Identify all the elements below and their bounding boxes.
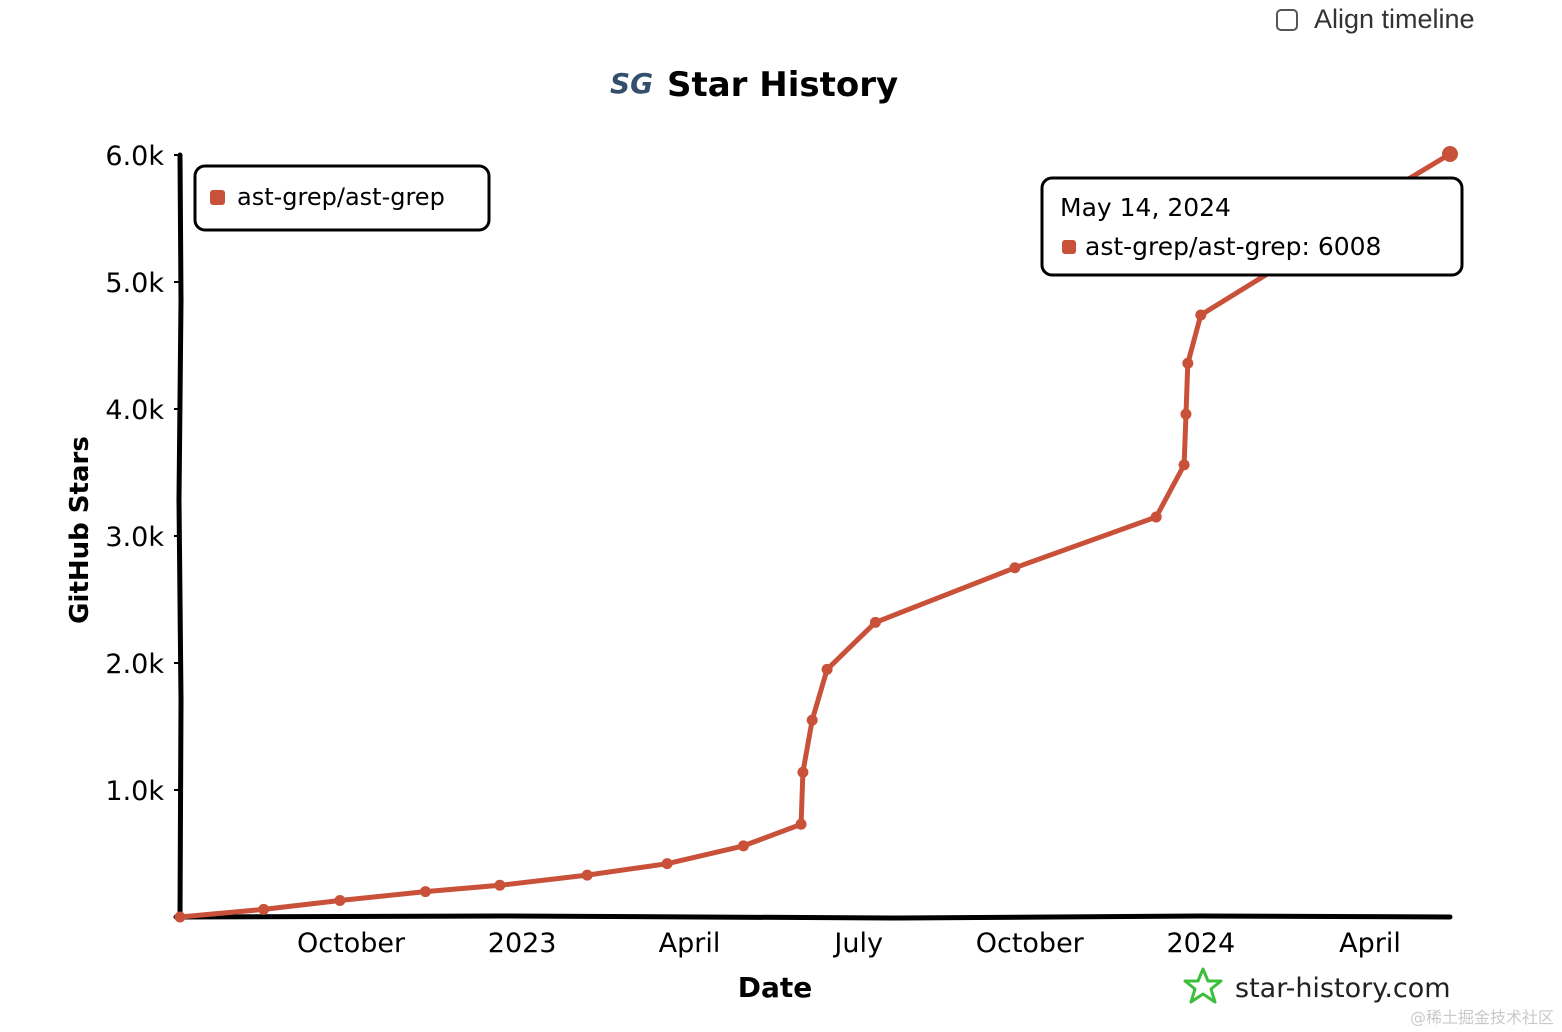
chart-title: Star History (667, 65, 898, 105)
x-axis-ticks: October 2023 April July October 2024 April (297, 928, 1401, 959)
data-point[interactable] (797, 766, 809, 778)
y-tick-label: 3.0k (105, 522, 164, 553)
y-axis-line (176, 152, 184, 920)
y-axis-ticks: 1.0k 2.0k 3.0k 4.0k 5.0k 6.0k (105, 141, 180, 807)
data-point[interactable] (494, 879, 506, 891)
data-point[interactable] (334, 894, 346, 906)
legend-series-label: ast-grep/ast-grep (237, 183, 445, 211)
tooltip-date: May 14, 2024 (1060, 193, 1231, 222)
y-tick-label: 1.0k (105, 776, 164, 807)
data-point[interactable] (806, 714, 818, 726)
align-timeline-checkbox[interactable] (1276, 8, 1298, 31)
x-tick-label: July (832, 928, 883, 959)
data-point[interactable] (821, 663, 833, 675)
data-point[interactable] (1009, 562, 1021, 574)
chart-tooltip: May 14, 2024 ast-grep/ast-grep: 6008 (1040, 176, 1464, 277)
align-timeline-label: Align timeline (1314, 4, 1475, 34)
data-point[interactable] (419, 886, 431, 898)
series-line (177, 151, 1453, 920)
data-point[interactable] (1178, 459, 1190, 471)
data-point[interactable] (737, 840, 749, 852)
tooltip-box (1040, 176, 1464, 277)
data-point[interactable] (661, 858, 673, 870)
data-point[interactable] (1442, 145, 1458, 162)
data-point[interactable] (1195, 309, 1207, 321)
y-axis-label: GitHub Stars (65, 436, 95, 624)
y-tick-label: 2.0k (105, 649, 164, 680)
data-point[interactable] (1150, 511, 1162, 523)
data-point[interactable] (869, 616, 881, 628)
data-point[interactable] (581, 869, 593, 881)
star-history-logo: SG (610, 67, 653, 100)
data-point[interactable] (258, 903, 270, 915)
x-axis-line (173, 913, 1453, 921)
x-tick-label: October (976, 928, 1085, 959)
y-tick-label: 6.0k (105, 141, 164, 172)
data-point[interactable] (174, 911, 186, 923)
chart-legend: ast-grep/ast-grep (193, 164, 491, 232)
watermark: @稀土掘金技术社区 (1409, 1008, 1554, 1027)
data-point[interactable] (1182, 357, 1194, 369)
star-history-star-icon (1183, 967, 1223, 1004)
data-point[interactable] (1180, 408, 1192, 420)
x-tick-label: 2023 (488, 928, 557, 959)
tooltip-series-value: ast-grep/ast-grep: 6008 (1085, 232, 1381, 261)
legend-swatch (210, 190, 225, 205)
x-axis-label: Date (738, 971, 813, 1004)
star-history-brand-text: star-history.com (1235, 973, 1451, 1004)
y-tick-label: 5.0k (105, 268, 164, 299)
align-timeline-toggle[interactable]: Align timeline (1276, 4, 1475, 35)
x-tick-label: 2024 (1166, 928, 1235, 959)
x-tick-label: October (297, 928, 406, 959)
data-point[interactable] (795, 818, 807, 830)
x-tick-label: April (1339, 928, 1401, 959)
chart-title-group: SG Star History (610, 65, 898, 105)
y-tick-label: 4.0k (105, 395, 164, 426)
star-history-brand: star-history.com (1183, 967, 1451, 1004)
legend-box (193, 164, 491, 232)
x-tick-label: April (659, 928, 721, 959)
chart-axes (173, 152, 1453, 921)
tooltip-swatch (1062, 240, 1076, 254)
